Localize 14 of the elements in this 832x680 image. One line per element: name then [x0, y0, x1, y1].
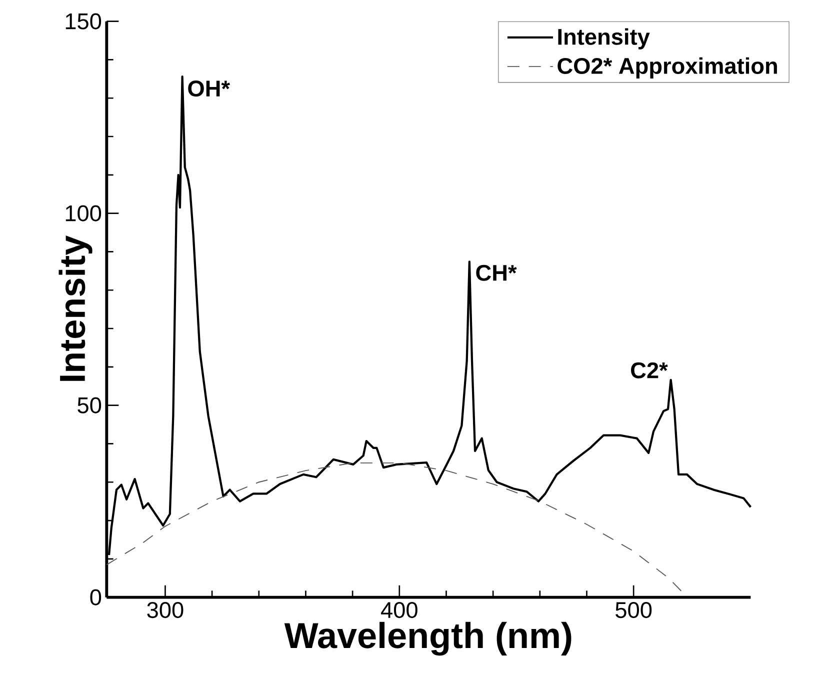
y-tick-label: 50 [78, 397, 102, 414]
annotation: C2* [631, 362, 668, 378]
annotation: OH* [188, 80, 230, 97]
x-axis-title: Wavelength (nm) [284, 622, 572, 656]
y-tick-label: 150 [66, 13, 102, 30]
x-tick-label: 300 [147, 602, 184, 618]
x-tick-label: 400 [381, 602, 418, 618]
legend-label: CO2* Approximation [558, 57, 777, 78]
y-axis-title: Intensity [58, 235, 92, 381]
legend-label: Intensity [558, 28, 650, 50]
y-tick-label: 0 [90, 589, 102, 606]
y-tick-label: 100 [66, 205, 102, 222]
annotation: CH* [476, 264, 517, 281]
x-tick-label: 500 [616, 602, 652, 618]
